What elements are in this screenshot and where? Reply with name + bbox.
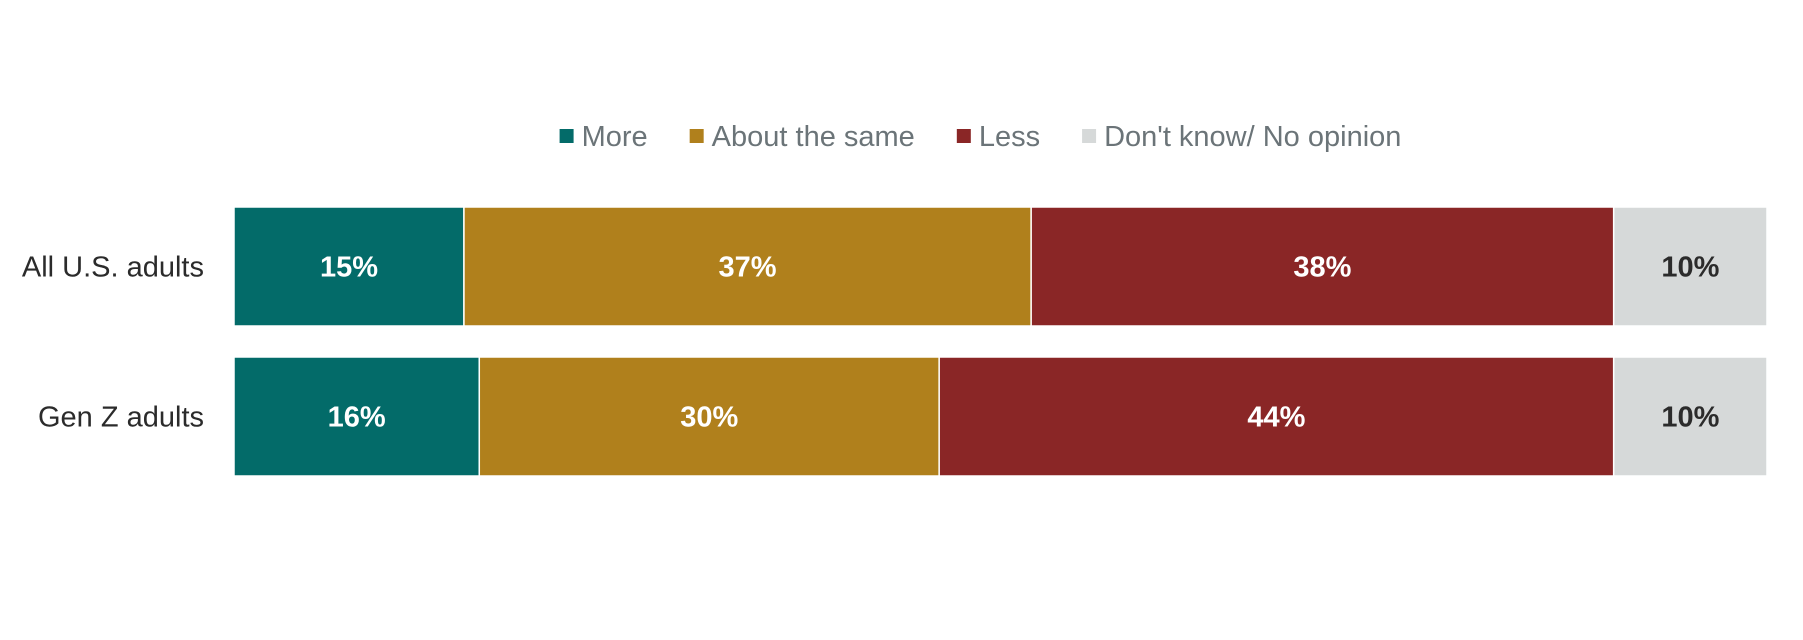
data-label-gen-z-adults-less: 44%	[1247, 402, 1305, 434]
bar-all-u-s-adults-about-the-same	[463, 206, 1032, 327]
bar-gen-z-adults-about-the-same	[478, 356, 940, 477]
bar-gen-z-adults-more	[233, 356, 481, 477]
category-label-all-u-s-adults: All U.S. adults	[22, 252, 204, 284]
data-label-all-u-s-adults-more: 15%	[320, 252, 378, 284]
data-labels: 15% 37% 38% 10% 16% 30% 44% 10%	[320, 252, 1720, 434]
legend-item-less: Less	[956, 121, 1040, 153]
category-labels: All U.S. adults Gen Z adults	[22, 252, 204, 434]
bar-all-u-s-adults-less	[1030, 206, 1615, 327]
bar-all-u-s-adults-more	[233, 206, 465, 327]
chart-legend: More About the same Less Don't know/ No opi…	[559, 121, 1401, 153]
data-label-all-u-s-adults-don-t-know-no-opinion: 10%	[1661, 252, 1719, 284]
legend-item-more: More	[559, 121, 648, 153]
data-label-all-u-s-adults-less: 38%	[1293, 252, 1351, 284]
legend-item-about-the-same: About the same	[689, 121, 915, 153]
legend-swatch-about-the-same	[689, 129, 704, 143]
legend-label-less: Less	[979, 121, 1040, 153]
legend-label-don-t-know-no-opinion: Don't know/ No opinion	[1104, 121, 1401, 153]
legend-label-more: More	[582, 121, 648, 153]
legend-label-about-the-same: About the same	[712, 121, 915, 153]
bar-gen-z-adults-less	[938, 356, 1615, 477]
legend-swatch-less	[956, 129, 971, 143]
category-label-gen-z-adults: Gen Z adults	[38, 402, 204, 434]
legend-item-don-t-know-no-opinion: Don't know/ No opinion	[1082, 121, 1401, 153]
data-label-gen-z-adults-more: 16%	[328, 402, 386, 434]
data-label-all-u-s-adults-about-the-same: 37%	[719, 252, 777, 284]
bar-all-u-s-adults-don-t-know-no-opinion	[1612, 206, 1768, 327]
legend-swatch-more	[559, 129, 574, 143]
legend-swatch-don-t-know-no-opinion	[1082, 129, 1097, 143]
data-label-gen-z-adults-about-the-same: 30%	[680, 402, 738, 434]
bar-segments	[233, 206, 1768, 477]
data-label-gen-z-adults-don-t-know-no-opinion: 10%	[1661, 402, 1719, 434]
bar-gen-z-adults-don-t-know-no-opinion	[1612, 356, 1768, 477]
